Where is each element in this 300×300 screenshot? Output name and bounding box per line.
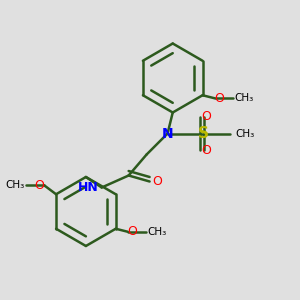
- Text: O: O: [128, 225, 138, 238]
- Text: N: N: [162, 127, 173, 140]
- Text: O: O: [202, 110, 212, 124]
- Text: CH₃: CH₃: [234, 93, 253, 103]
- Text: O: O: [214, 92, 224, 105]
- Text: O: O: [202, 143, 212, 157]
- Text: O: O: [34, 179, 44, 192]
- Text: HN: HN: [78, 181, 99, 194]
- Text: CH₃: CH₃: [5, 180, 25, 190]
- Text: O: O: [153, 175, 163, 188]
- Text: S: S: [198, 126, 209, 141]
- Text: CH₃: CH₃: [235, 128, 254, 139]
- Text: CH₃: CH₃: [147, 227, 167, 237]
